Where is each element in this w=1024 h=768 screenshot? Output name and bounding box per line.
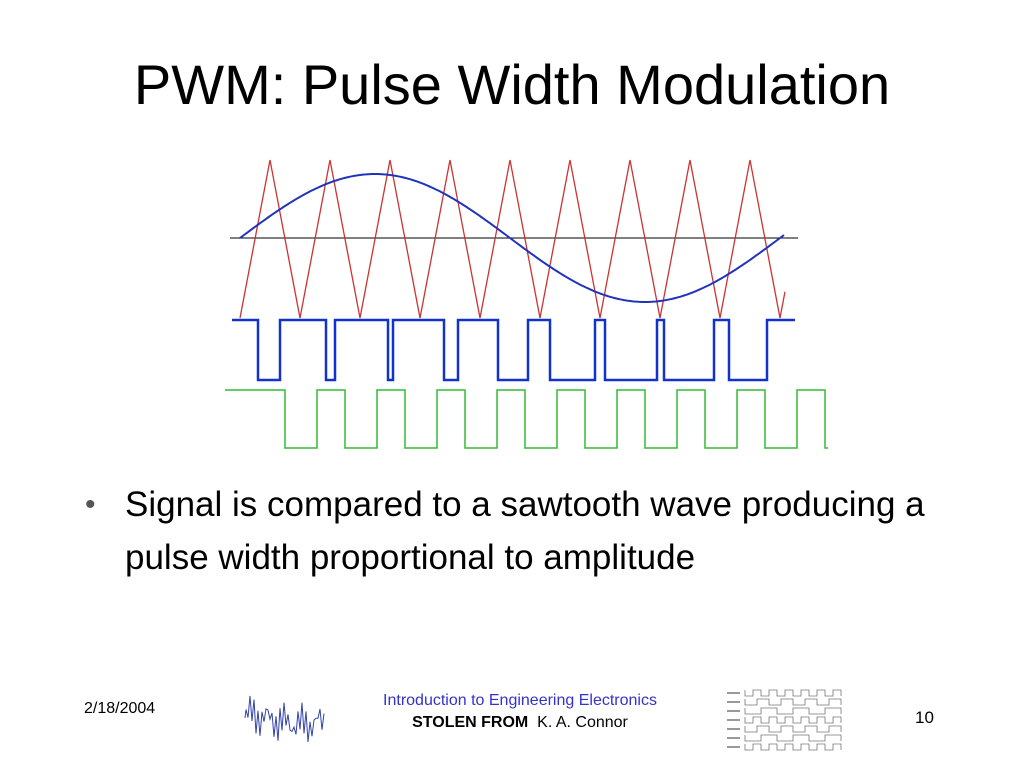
footer-page: 10 — [915, 708, 934, 727]
bullet-text: Signal is compared to a sawtooth wave pr… — [125, 485, 925, 577]
footer-credit-label: STOLEN FROM — [412, 714, 529, 731]
bullet-item: • Signal is compared to a sawtooth wave … — [85, 478, 945, 584]
pwm-output — [232, 318, 795, 382]
timing-icon-row — [744, 725, 842, 733]
footer-date: 2/18/2004 — [84, 700, 156, 717]
timing-icon-row — [744, 689, 842, 697]
footer-center: Introduction to Engineering Electronics … — [330, 690, 710, 734]
bullet-dot: • — [85, 488, 96, 521]
timing-icon-row — [744, 707, 842, 715]
footer-credit-name: K. A. Connor — [537, 714, 628, 731]
timing-icon-row — [744, 743, 842, 751]
footer-course: Introduction to Engineering Electronics — [383, 692, 657, 709]
timing-icon-row — [744, 698, 842, 706]
timing-icon-row — [744, 716, 842, 724]
triangle-wave — [239, 159, 786, 319]
slide-title: PWM: Pulse Width Modulation — [133, 53, 891, 116]
clock-wave — [225, 389, 828, 449]
noise-icon — [244, 695, 325, 743]
timing-icon-row — [744, 734, 842, 742]
sine-wave — [239, 173, 785, 303]
